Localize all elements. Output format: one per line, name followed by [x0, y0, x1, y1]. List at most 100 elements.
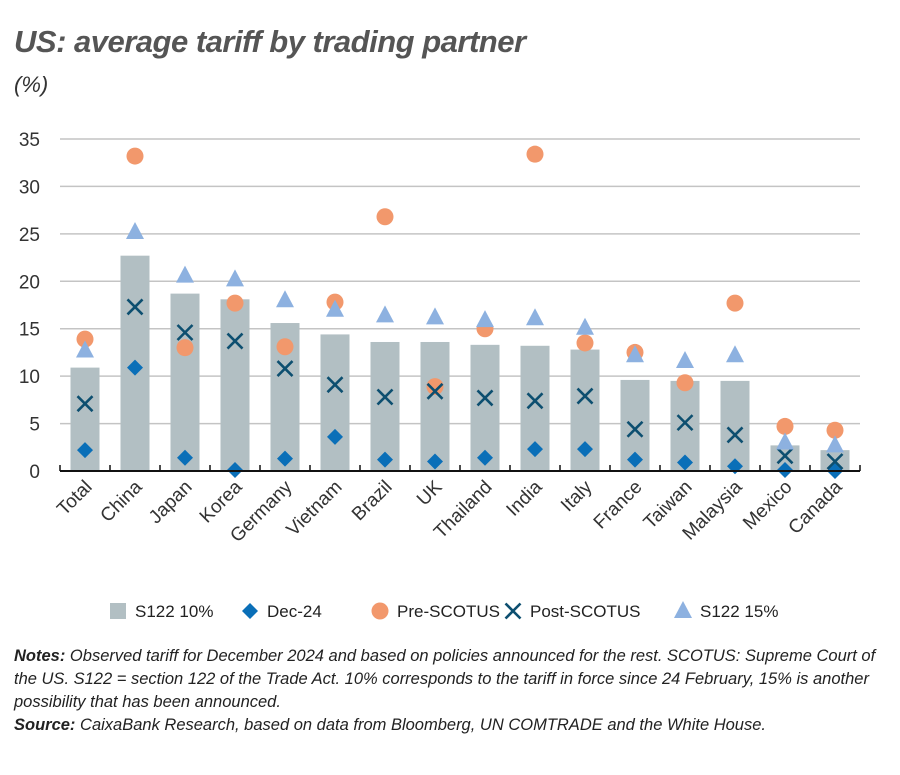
- legend-label: Pre-SCOTUS: [397, 602, 500, 621]
- circle-point: [126, 147, 144, 165]
- legend-label: S122 10%: [135, 602, 213, 621]
- diamond-point: [327, 428, 343, 445]
- cross-point: [226, 332, 244, 350]
- cross-point: [326, 376, 344, 394]
- bar: [320, 334, 350, 471]
- x-tick-label: France: [590, 477, 647, 534]
- triangle-point: [226, 269, 244, 287]
- x-tick-label: UK: [413, 476, 447, 510]
- circle-point: [376, 208, 394, 226]
- triangle-point: [776, 432, 794, 450]
- triangle-point: [126, 221, 144, 239]
- diamond-point: [127, 359, 143, 376]
- x-tick-label: Japan: [145, 477, 196, 528]
- cross-point: [504, 602, 522, 620]
- x-tick-label: Total: [53, 477, 96, 520]
- cross-point: [476, 389, 494, 407]
- circle-point: [526, 145, 544, 163]
- cross-point: [76, 395, 94, 413]
- legend-label: Dec-24: [267, 602, 322, 621]
- triangle-point: [326, 299, 344, 317]
- triangle-point: [426, 307, 444, 325]
- circle-point: [226, 294, 244, 312]
- triangle-point: [276, 290, 294, 308]
- notes: Notes: Observed tariff for December 2024…: [14, 645, 894, 737]
- diamond-point: [627, 451, 643, 468]
- triangle-point: [576, 317, 594, 335]
- diamond-point: [477, 449, 493, 466]
- cross-point: [376, 388, 394, 406]
- x-tick-label: China: [97, 476, 147, 526]
- x-tick-label: India: [503, 476, 547, 520]
- legend-label: S122 15%: [700, 602, 778, 621]
- y-tick-label: 10: [19, 367, 40, 388]
- triangle-point: [674, 601, 692, 618]
- cross-point: [776, 447, 794, 465]
- circle-point: [276, 338, 294, 356]
- cross-point: [726, 426, 744, 444]
- y-tick-label: 0: [29, 462, 40, 483]
- diamond-point: [377, 451, 393, 468]
- y-tick-label: 5: [29, 415, 40, 436]
- cross-point: [126, 298, 144, 316]
- diamond-point: [77, 442, 93, 459]
- cross-point: [276, 360, 294, 377]
- diamond-point: [242, 603, 258, 619]
- chart-title: US: average tariff by trading partner: [14, 24, 526, 59]
- triangle-point: [376, 305, 394, 323]
- circle-point: [371, 602, 389, 620]
- circle-point: [676, 374, 694, 392]
- triangle-point: [626, 345, 644, 363]
- circle-point: [176, 339, 194, 357]
- x-tick-label: Canada: [785, 476, 847, 538]
- x-tick-label: Vietnam: [283, 477, 347, 541]
- y-tick-label: 25: [19, 225, 40, 246]
- diamond-point: [277, 450, 293, 467]
- triangle-point: [726, 345, 744, 363]
- legend-swatch-bar: [110, 603, 126, 619]
- y-tick-label: 20: [19, 272, 40, 293]
- source-label: Source:: [14, 716, 76, 734]
- triangle-point: [176, 265, 194, 283]
- circle-point: [726, 294, 744, 312]
- bar: [170, 293, 200, 471]
- y-tick-label: 30: [19, 177, 40, 198]
- circle-point: [776, 417, 794, 435]
- cross-point: [626, 420, 644, 438]
- cross-point: [826, 453, 844, 470]
- triangle-point: [476, 310, 494, 328]
- diamond-point: [527, 441, 543, 458]
- cross-point: [676, 414, 694, 432]
- cross-point: [526, 392, 544, 410]
- cross-point: [426, 382, 444, 400]
- cross-point: [576, 387, 594, 405]
- circle-point: [826, 421, 844, 439]
- x-tick-label: Italy: [557, 476, 597, 516]
- y-axis-unit: (%): [14, 72, 49, 97]
- triangle-point: [526, 308, 544, 326]
- triangle-point: [826, 435, 844, 453]
- diamond-point: [177, 449, 193, 466]
- y-tick-label: 35: [19, 130, 40, 151]
- diamond-point: [677, 454, 693, 471]
- y-tick-label: 15: [19, 320, 40, 341]
- x-tick-label: Brazil: [348, 477, 396, 525]
- bar: [370, 341, 400, 471]
- bar: [220, 299, 250, 471]
- diamond-point: [427, 453, 443, 470]
- source-text: CaixaBank Research, based on data from B…: [75, 716, 766, 734]
- notes-label: Notes:: [14, 647, 66, 665]
- diamond-point: [577, 441, 593, 458]
- legend-label: Post-SCOTUS: [530, 602, 641, 621]
- circle-point: [576, 334, 594, 352]
- bar: [720, 380, 750, 471]
- circle-point: [76, 330, 94, 348]
- circle-point: [426, 378, 444, 396]
- cross-point: [176, 324, 194, 341]
- triangle-point: [676, 350, 694, 368]
- bar: [420, 341, 450, 471]
- notes-text: Observed tariff for December 2024 and ba…: [14, 647, 876, 711]
- triangle-point: [76, 340, 94, 358]
